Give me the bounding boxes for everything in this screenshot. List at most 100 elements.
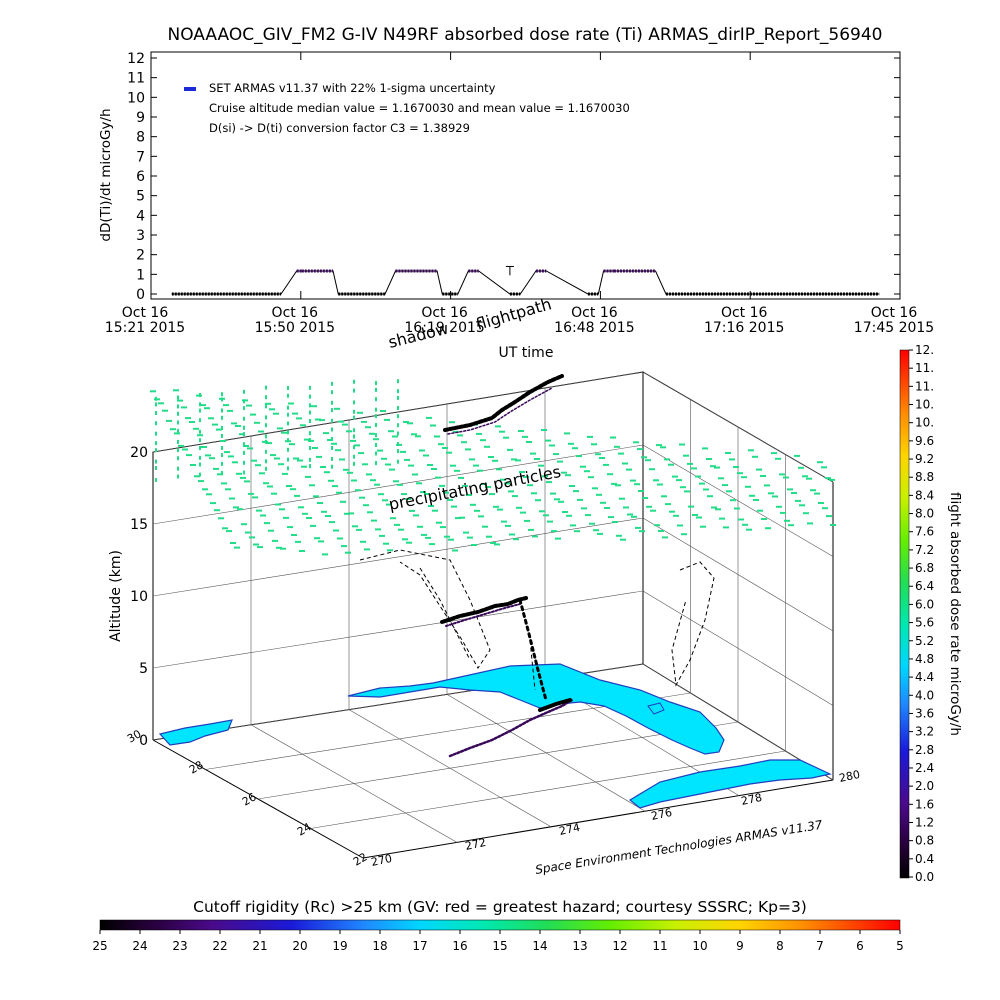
particle-mark (287, 421, 289, 426)
particle-mark (286, 485, 292, 487)
particle-mark (392, 435, 398, 438)
particle-mark (173, 389, 179, 392)
y-tick-label: 2 (136, 248, 145, 264)
particle-mark (768, 492, 774, 495)
particle-mark (541, 429, 547, 431)
particle-mark (568, 442, 574, 445)
x-tick-date: Oct 16 (421, 305, 468, 321)
particle-mark (224, 451, 230, 454)
altitude-tick-label: 5 (139, 661, 148, 677)
particle-mark (788, 524, 794, 527)
colorbar-right: 0.0 0.4 0.8 1.2 1.6 2.0 2.4 2.8 3.2 3.6 4.0 4.4 4.8 5… (899, 343, 963, 884)
particle-mark (366, 473, 372, 476)
longitude-tick-label: 274 (558, 821, 581, 838)
particle-mark (614, 445, 620, 448)
particle-mark (776, 505, 782, 508)
particle-mark (259, 472, 265, 475)
particle-mark (331, 442, 337, 445)
particle-mark (353, 379, 355, 384)
particle-mark (416, 482, 422, 485)
colorbar-bottom-tick-label: 12 (612, 939, 627, 953)
particle-mark (194, 475, 200, 478)
particle-mark (404, 458, 410, 461)
colorbar-right-tick-label: 9.2 (915, 452, 934, 466)
x-tick-time: 16:19 2015 (404, 320, 484, 336)
particle-mark (718, 477, 724, 480)
particle-mark (417, 525, 423, 528)
particle-mark (359, 496, 365, 499)
grid-line (152, 590, 644, 669)
particle-mark (794, 454, 800, 457)
particle-mark (526, 441, 532, 443)
particle-mark (688, 505, 694, 508)
particle-mark (355, 489, 361, 492)
particle-mark (295, 540, 301, 543)
particle-mark (287, 412, 289, 417)
particle-mark (353, 400, 355, 405)
particle-mark (331, 446, 333, 450)
particle-mark (325, 515, 331, 517)
colorbar-bottom-tick-label: 7 (816, 939, 824, 953)
particle-mark (723, 526, 729, 529)
particle-mark (221, 461, 223, 466)
particle-mark (283, 516, 289, 519)
particle-mark (400, 450, 406, 453)
particle-mark (350, 439, 356, 442)
shadow-projections (359, 549, 715, 691)
particle-mark (293, 457, 299, 460)
particle-mark (642, 497, 648, 499)
particle-mark (233, 506, 239, 509)
particle-mark (626, 468, 632, 471)
particle-mark (245, 531, 251, 534)
particle-mark (232, 461, 238, 464)
particle-mark (221, 392, 223, 397)
particle-mark (243, 416, 245, 421)
colorbar-right-tick-label: 3.2 (915, 725, 934, 739)
particle-mark (177, 466, 179, 471)
particle-mark (252, 496, 258, 499)
particle-mark (243, 406, 245, 411)
particle-mark (375, 397, 377, 402)
particle-mark (339, 458, 345, 461)
particle-mark (450, 464, 456, 467)
particle-mark (287, 457, 289, 462)
colorbar-right-tick-label: 7.6 (915, 525, 934, 539)
particle-mark (229, 497, 235, 500)
particle-mark (155, 431, 157, 436)
floor-grid-line (257, 721, 739, 800)
particle-mark (155, 459, 157, 464)
particle-mark (799, 504, 805, 507)
particle-mark (287, 466, 289, 471)
longitude-tick-label: 270 (370, 852, 393, 869)
particle-mark (249, 536, 255, 539)
particle-mark (561, 471, 567, 474)
particle-mark (702, 447, 708, 450)
particle-mark (729, 458, 735, 461)
particle-mark (397, 389, 399, 394)
particle-mark (174, 432, 180, 435)
particle-mark (423, 454, 429, 457)
particle-mark (695, 475, 701, 478)
particle-mark (212, 423, 218, 426)
particle-mark (214, 509, 220, 512)
particle-mark (365, 426, 371, 429)
particle-mark (316, 455, 322, 458)
particle-mark (346, 430, 352, 433)
longitude-ticks: 270 272 274 276 278 280 (370, 768, 861, 869)
particle-mark (539, 510, 545, 513)
particle-mark (331, 464, 333, 469)
particle-mark (373, 438, 379, 441)
particle-mark (178, 444, 184, 447)
particle-mark (342, 423, 348, 426)
legend-entry-series: SET ARMAS v11.37 with 22% 1-sigma uncert… (209, 81, 496, 95)
particle-mark (725, 452, 731, 454)
x-tick-date: Oct 16 (871, 305, 918, 321)
particle-mark (546, 481, 552, 484)
particle-mark (771, 452, 777, 455)
legend-swatch (184, 87, 196, 91)
grid-line (152, 517, 644, 597)
particle-mark (513, 538, 519, 541)
particle-mark (357, 411, 363, 414)
colorbar-right-tick-label: 4.8 (915, 652, 934, 666)
